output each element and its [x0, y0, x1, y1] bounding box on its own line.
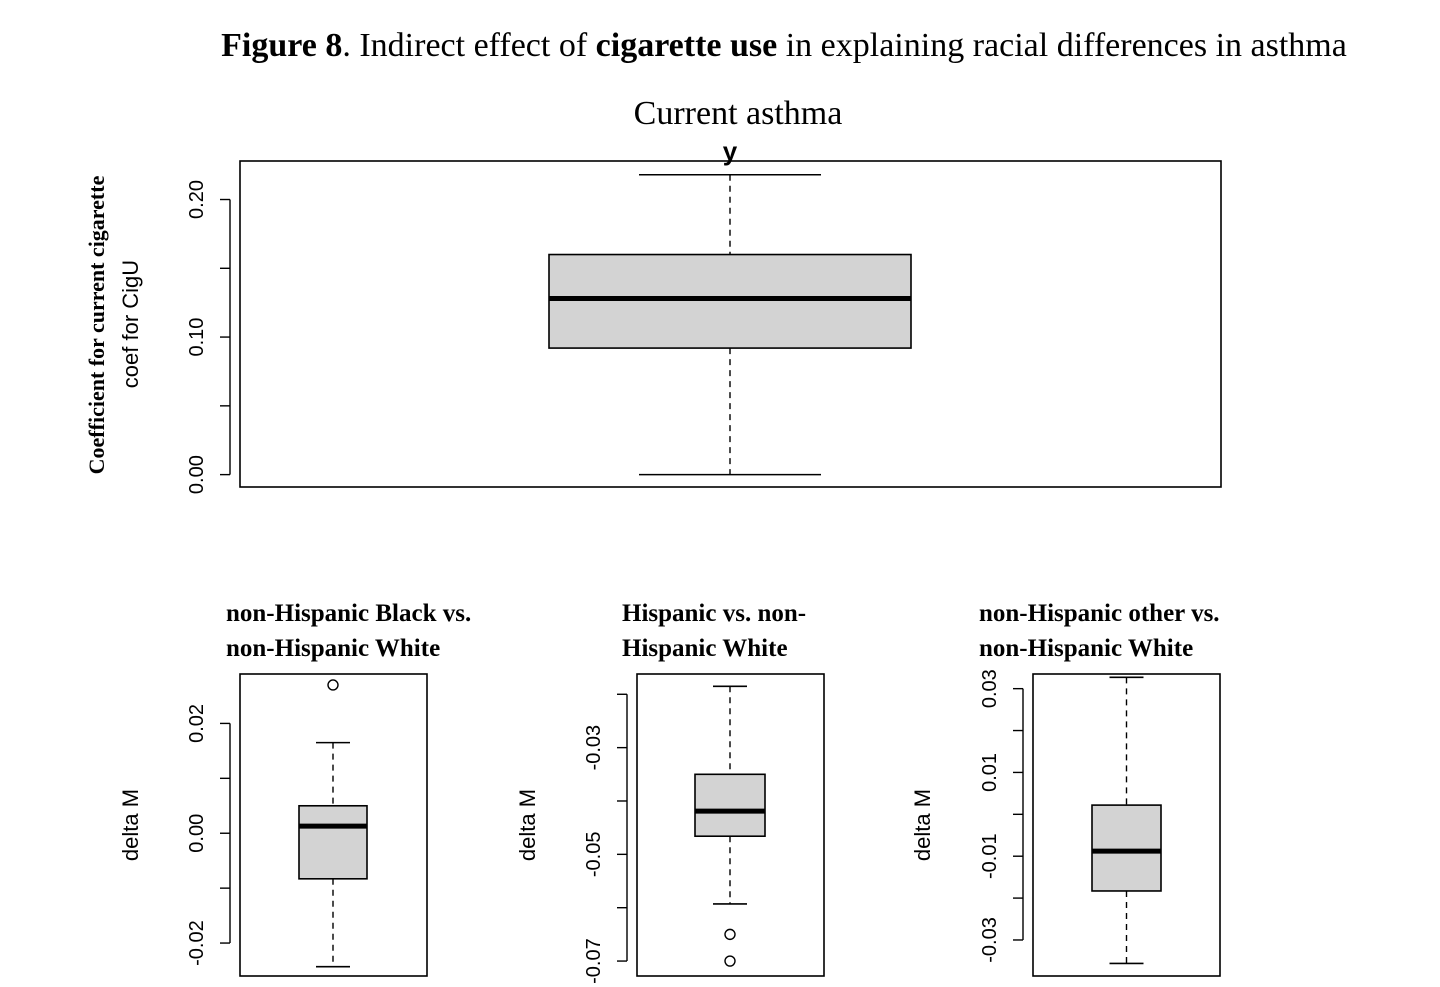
interquartile-box: [694, 773, 766, 838]
box-plot-panel: -0.02 0.00 0.02 delta M non-Hispanic Black v…: [118, 600, 471, 977]
y-axis-label: delta M: [910, 789, 935, 861]
outlier-point: [724, 928, 736, 941]
caption-part: . Indirect effect of: [342, 27, 595, 64]
caption-part: cigarette use: [596, 27, 778, 64]
box-plot-panels: 0.00 0.10 0.20 coef for CigU y -0.02 0.00 0.02 d…: [118, 136, 1222, 984]
y-tick-label: -0.03: [979, 917, 1001, 963]
y-tick-label: 0.02: [186, 704, 208, 743]
section-title: Current asthma: [634, 95, 843, 132]
y-tick-label: -0.01: [979, 833, 1001, 879]
side-axis-label: Coefficient for current cigarette: [84, 175, 109, 474]
plot-frame: [636, 673, 825, 977]
figure-caption: Figure 8. Indirect effect of cigarette u…: [221, 27, 1347, 64]
y-tick-label: 0.03: [979, 669, 1001, 708]
outlier-point: [724, 955, 736, 967]
y-tick-label: 0.20: [186, 180, 208, 219]
panel-title: non-Hispanic White: [979, 635, 1193, 662]
interquartile-box: [1091, 804, 1162, 892]
y-axis-label: coef for CigU: [118, 260, 143, 388]
panel-title: non-Hispanic other vs.: [979, 600, 1220, 627]
plot-frame: [239, 673, 428, 977]
caption-part: Figure 8: [221, 27, 342, 64]
box-plot-panel: 0.00 0.10 0.20 coef for CigU y: [118, 136, 1222, 494]
y-tick-label: -0.05: [583, 832, 605, 878]
interquartile-box: [298, 804, 368, 880]
box-plot-panel: -0.03 -0.01 0.01 0.03 delta M non-Hispanic ot…: [910, 600, 1221, 977]
caption-part: in explaining racial differences in asth…: [777, 27, 1347, 64]
y-tick-label: -0.07: [583, 938, 605, 984]
y-axis-label: delta M: [118, 789, 143, 861]
y-axis-label: delta M: [515, 789, 540, 861]
plot-frame: [1032, 673, 1221, 977]
y-tick-label: 0.10: [186, 318, 208, 357]
y-tick-label: 0.00: [186, 455, 208, 494]
y-tick-label: -0.02: [186, 920, 208, 966]
interquartile-box: [548, 253, 912, 349]
panel-title: non-Hispanic Black vs.: [226, 600, 471, 627]
y-tick-label: 0.00: [186, 814, 208, 853]
panel-title: Hispanic White: [622, 635, 788, 662]
y-tick-label: 0.01: [979, 753, 1001, 792]
panel-title: Hispanic vs. non-: [622, 600, 806, 627]
outlier-point: [327, 679, 339, 691]
box-plot-panel: -0.07 -0.05 -0.03 delta M Hispanic vs. non- H…: [515, 600, 825, 984]
plot-frame: [239, 160, 1222, 488]
panel-title: non-Hispanic White: [226, 635, 440, 662]
panel-title: y: [723, 136, 738, 166]
y-tick-label: -0.03: [583, 725, 605, 771]
